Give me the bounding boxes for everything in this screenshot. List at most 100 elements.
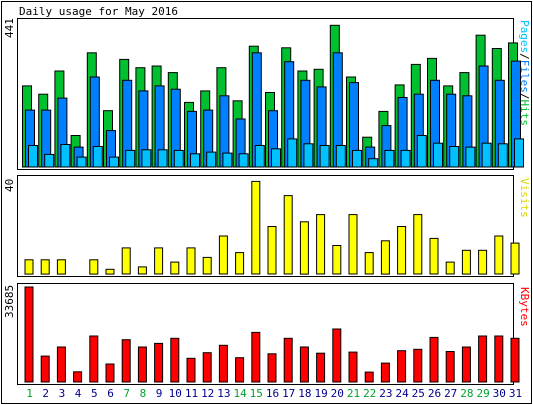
kbytes-bar <box>445 351 455 383</box>
kbytes-bar <box>413 348 423 383</box>
kbytes-bar <box>348 351 358 383</box>
day-label: 31 <box>509 387 522 400</box>
visits-bar <box>218 235 228 275</box>
visits-bar <box>332 245 342 275</box>
visits-bar <box>364 252 374 275</box>
visits-bar <box>299 221 309 275</box>
pages-bar <box>271 148 281 168</box>
pages-bar <box>254 145 265 168</box>
pages-bar <box>319 145 330 168</box>
kbytes-bar <box>251 331 261 383</box>
day-label: 9 <box>156 387 163 400</box>
day-label: 10 <box>169 387 182 400</box>
day-label: 21 <box>347 387 360 400</box>
visits-ymax-label: 40 <box>3 179 16 192</box>
visits-bar <box>445 261 455 275</box>
visits-side-label: Visits <box>518 178 531 218</box>
pages-bar <box>92 146 103 168</box>
visits-bars <box>24 180 520 275</box>
day-label: 23 <box>379 387 392 400</box>
pages-bar <box>109 156 119 168</box>
pages-bar <box>384 149 395 168</box>
day-label: 6 <box>107 387 114 400</box>
kbytes-bars <box>24 286 520 383</box>
day-label: 14 <box>233 387 247 400</box>
kbytes-side-label: KBytes <box>518 287 531 327</box>
day-label: 24 <box>395 387 409 400</box>
kbytes-bar <box>170 337 180 383</box>
visits-bar <box>316 214 326 275</box>
visits-bar <box>429 237 439 275</box>
day-label: 15 <box>250 387 263 400</box>
visits-bar <box>170 261 180 275</box>
day-label: 11 <box>185 387 198 400</box>
visits-bar <box>24 259 34 275</box>
kbytes-bar <box>73 371 83 383</box>
pages-bar <box>44 153 55 168</box>
kbytes-ymax-label: 33685 <box>3 285 16 318</box>
pages-bar <box>352 149 362 168</box>
visits-bar <box>105 268 115 275</box>
kbytes-bar <box>202 352 212 383</box>
pages-bar <box>173 149 184 168</box>
day-label: 7 <box>123 387 130 400</box>
kbytes-bar <box>137 346 147 383</box>
kbytes-bar <box>235 357 245 383</box>
day-label: 19 <box>314 387 327 400</box>
day-label: 3 <box>59 387 66 400</box>
day-label: 30 <box>493 387 506 400</box>
kbytes-bar <box>283 337 293 383</box>
day-label: 29 <box>476 387 489 400</box>
pages-bar <box>416 135 427 168</box>
pages-bar <box>514 138 524 168</box>
side-label-sep1: / <box>518 53 531 60</box>
hits-side-label: Pages/Files/Hits <box>518 20 531 126</box>
visits-bar <box>494 235 504 275</box>
kbytes-bar <box>397 350 407 383</box>
visits-bar <box>478 249 488 275</box>
visits-bar <box>137 266 147 275</box>
pages-bar <box>481 142 492 168</box>
visits-bar <box>235 252 245 275</box>
visits-bar <box>267 226 277 275</box>
pages-bar <box>497 143 508 168</box>
day-label: 12 <box>201 387 214 400</box>
kbytes-bar <box>56 346 66 383</box>
side-label-sep2: / <box>518 93 531 100</box>
day-label: 8 <box>140 387 147 400</box>
day-label: 13 <box>217 387 230 400</box>
kbytes-bar <box>89 335 99 383</box>
pages-bar <box>141 149 152 168</box>
side-label-files: Files <box>518 60 531 93</box>
kbytes-bar <box>478 335 488 383</box>
kbytes-bar <box>332 328 342 383</box>
visits-bar <box>461 249 471 275</box>
hits-bars <box>22 24 524 168</box>
visits-bar <box>202 256 212 275</box>
kbytes-bar <box>316 352 326 383</box>
visits-bar <box>413 214 423 275</box>
pages-bar <box>368 158 379 168</box>
day-label: 25 <box>412 387 425 400</box>
kbytes-bar <box>105 363 115 383</box>
kbytes-bar <box>267 353 277 383</box>
visits-bar <box>510 242 520 275</box>
day-label: 18 <box>298 387 311 400</box>
visits-bar <box>283 195 293 275</box>
pages-bar <box>157 149 168 168</box>
kbytes-bar <box>429 336 439 383</box>
visits-bar <box>397 226 407 275</box>
visits-bar <box>56 259 66 275</box>
pages-bar <box>287 138 298 168</box>
pages-bar <box>206 151 217 168</box>
pages-bar <box>238 153 249 168</box>
side-label-pages: Pages <box>518 20 531 53</box>
chart-title: Daily usage for May 2016 <box>19 5 178 18</box>
kbytes-bar <box>121 339 131 383</box>
day-labels: 1 2 3 4 5 6 7 8 9 10 11 12 13 14 15 16 17 18 19 20 21 22 23 24 2… <box>26 387 522 400</box>
day-label: 20 <box>331 387 344 400</box>
pages-bar <box>465 146 476 168</box>
day-label: 17 <box>282 387 295 400</box>
pages-bar <box>222 152 233 168</box>
